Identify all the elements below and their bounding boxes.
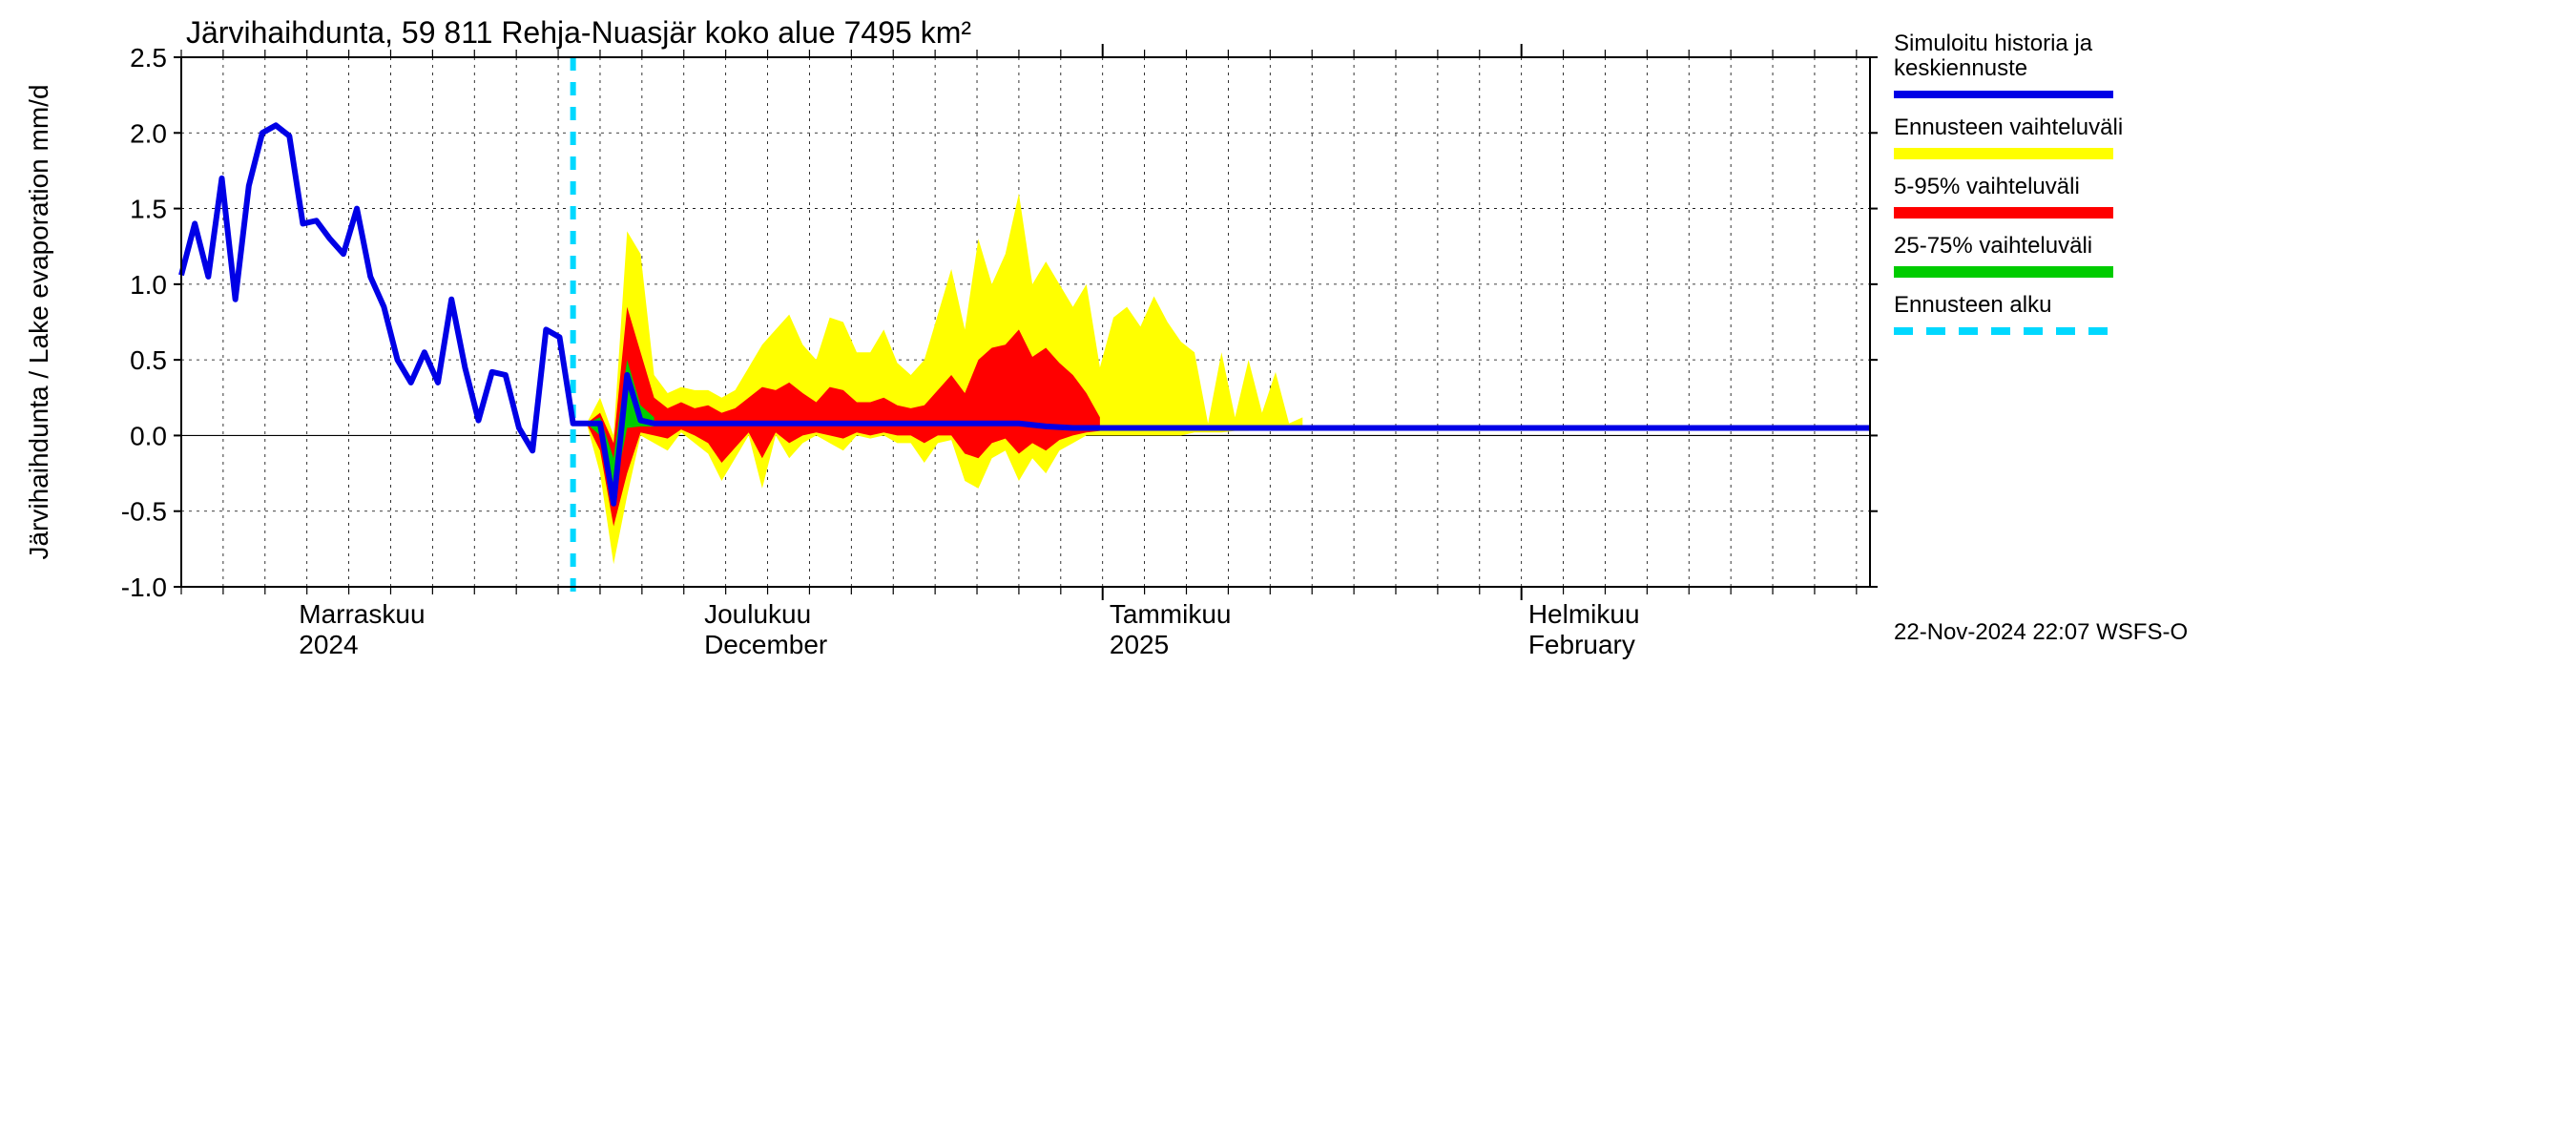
month-label-2: 2024	[299, 630, 358, 659]
ytick-label: 0.0	[130, 421, 167, 450]
legend-swatch-band	[1894, 148, 2113, 159]
ytick-label: 2.5	[130, 43, 167, 73]
ytick-label: 2.0	[130, 118, 167, 148]
ytick-label: -0.5	[121, 497, 167, 527]
chart-svg: -1.0 -0.5 0.0 0.5 1.0 1.5 2.0 2.5 Marraskuu2024 J…	[0, 0, 2576, 1145]
band-full-range	[573, 194, 1303, 565]
legend-label-2: keskiennuste	[1894, 55, 2027, 81]
ytick-label: 1.5	[130, 195, 167, 224]
month-label: Marraskuu	[299, 599, 425, 629]
legend-swatch-band	[1894, 207, 2113, 219]
chart-title: Järvihaihdunta, 59 811 Rehja-Nuasjär kok…	[186, 15, 971, 50]
legend-label: Ennusteen alku	[1894, 292, 2051, 318]
legend-label: 25-75% vaihteluväli	[1894, 233, 2092, 259]
month-label: Helmikuu	[1528, 599, 1640, 629]
legend-label: Ennusteen vaihteluväli	[1894, 114, 2123, 140]
month-label: Joulukuu	[704, 599, 811, 629]
month-label-2: December	[704, 630, 827, 659]
month-label-2: February	[1528, 630, 1635, 659]
footer-timestamp: 22-Nov-2024 22:07 WSFS-O	[1894, 619, 2188, 645]
ytick-label: 0.5	[130, 345, 167, 375]
month-label: Tammikuu	[1110, 599, 1232, 629]
y-axis-label: Järvihaihdunta / Lake evaporation mm/d	[24, 84, 53, 559]
month-label-2: 2025	[1110, 630, 1169, 659]
legend-label: Simuloitu historia ja	[1894, 31, 2093, 56]
ytick-label: -1.0	[121, 572, 167, 602]
legend-label: 5-95% vaihteluväli	[1894, 174, 2080, 199]
ytick-label: 1.0	[130, 270, 167, 300]
chart-container: -1.0 -0.5 0.0 0.5 1.0 1.5 2.0 2.5 Marraskuu2024 J…	[0, 0, 2576, 1145]
legend-swatch-band	[1894, 266, 2113, 278]
